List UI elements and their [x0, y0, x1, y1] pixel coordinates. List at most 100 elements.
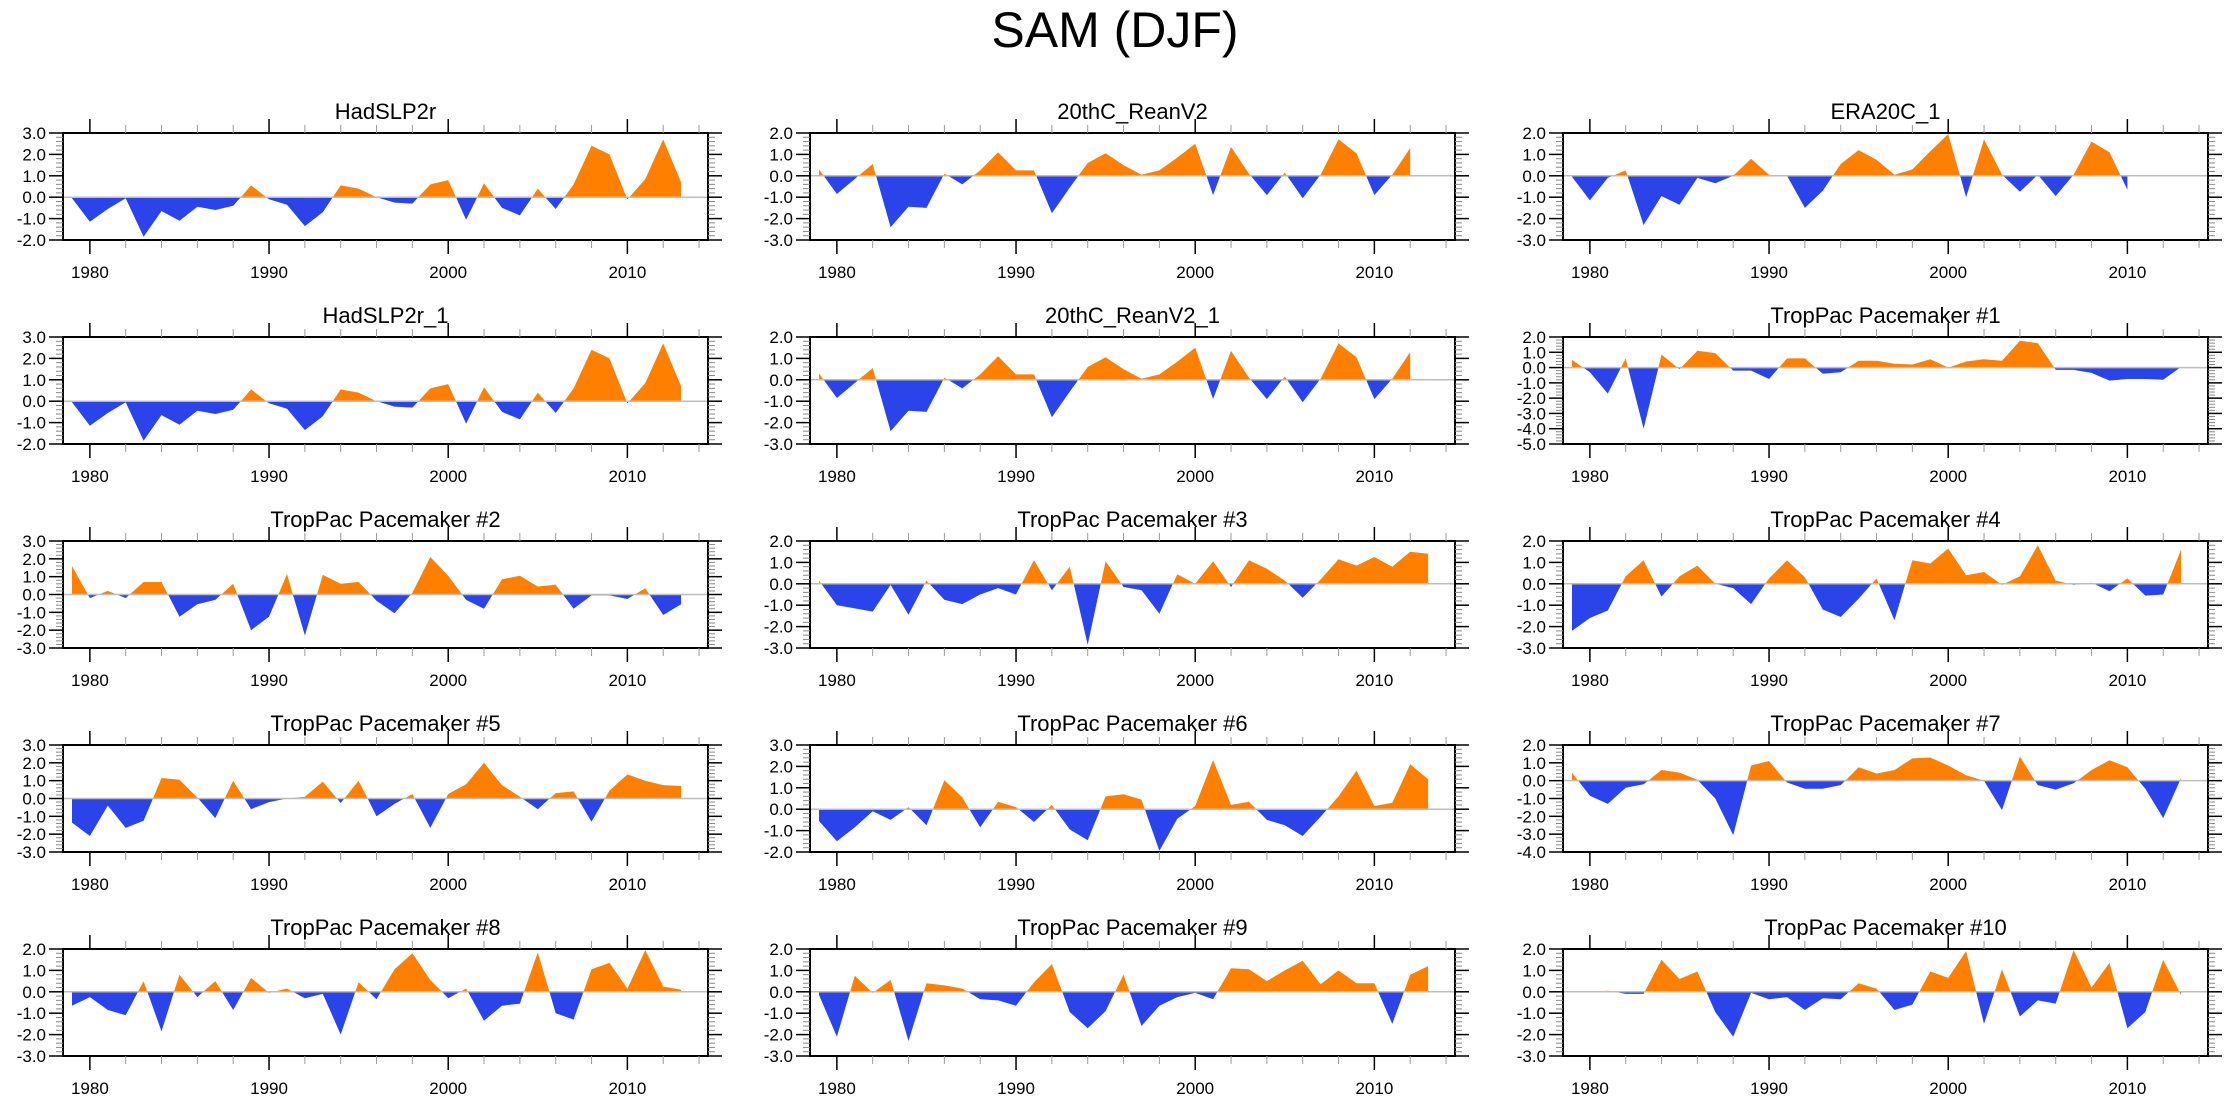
negative-area	[1256, 809, 1328, 836]
negative-area	[910, 809, 933, 826]
y-tick-label: 2.0	[22, 754, 46, 773]
y-tick-label: 1.0	[1522, 343, 1546, 362]
negative-area	[823, 175, 859, 194]
panel-title: HadSLP2r_1	[323, 303, 449, 328]
positive-area	[583, 950, 682, 992]
y-tick-label: 2.0	[22, 145, 46, 164]
positive-area	[317, 574, 371, 595]
plot-frame	[809, 540, 1456, 649]
negative-area	[819, 809, 906, 842]
negative-area	[2054, 367, 2181, 381]
plot-frame	[62, 132, 709, 241]
y-tick-label: -2.0	[17, 231, 46, 250]
positive-area	[1845, 757, 1984, 781]
positive-area	[2059, 950, 2118, 992]
x-tick-label: 2000	[1929, 467, 1967, 486]
negative-area	[1048, 583, 1057, 591]
panel-9: TropPac Pacemaker #4 2.0 1.0 0.0 -1.0 -2.0 -3.…	[1517, 507, 2222, 690]
panel-8: TropPac Pacemaker #3 2.0 1.0 0.0 -1.0 -2.0 -3.…	[764, 507, 1469, 690]
y-tick-label: -2.0	[1517, 389, 1546, 408]
y-tick-label: -3.0	[1517, 825, 1546, 844]
plot-frame	[809, 336, 1456, 445]
negative-area	[237, 594, 279, 631]
negative-area	[1206, 175, 1221, 196]
panel-title: ERA20C_1	[1830, 99, 1940, 124]
negative-area	[545, 401, 565, 413]
negative-area	[266, 401, 333, 431]
y-tick-label: -2.0	[764, 414, 793, 433]
positive-area	[1621, 560, 1656, 584]
negative-area	[193, 991, 204, 998]
negative-area	[221, 991, 244, 1010]
x-tick-label: 1980	[1571, 467, 1609, 486]
negative-area	[72, 991, 138, 1016]
x-tick-label: 2000	[429, 263, 467, 282]
y-tick-label: 0.0	[22, 983, 46, 1002]
y-tick-label: -2.0	[1517, 618, 1546, 637]
y-tick-label: 0.0	[1522, 167, 1546, 186]
y-tick-label: -3.0	[1517, 639, 1546, 658]
x-tick-label: 1990	[997, 671, 1035, 690]
y-tick-label: -1.0	[764, 596, 793, 615]
x-tick-label: 2010	[1355, 671, 1393, 690]
positive-area	[1871, 578, 1879, 584]
positive-area	[1972, 139, 2004, 176]
x-tick-label: 1990	[250, 467, 288, 486]
negative-area	[376, 401, 419, 408]
negative-area	[1228, 583, 1234, 587]
plot-frame	[809, 948, 1456, 1057]
x-tick-label: 2000	[1929, 671, 1967, 690]
panel-title: 20thC_ReanV2_1	[1045, 303, 1220, 328]
negative-area	[147, 991, 174, 1032]
negative-area	[1366, 379, 1392, 400]
y-tick-label: 1.0	[1522, 145, 1546, 164]
negative-area	[414, 798, 446, 828]
plot-frame	[1562, 540, 2209, 649]
negative-area	[72, 197, 241, 237]
x-tick-label: 1990	[997, 875, 1035, 894]
positive-area	[2152, 959, 2180, 992]
y-tick-label: 0.0	[1522, 359, 1546, 378]
positive-area	[1220, 146, 1251, 176]
positive-area	[418, 180, 456, 198]
negative-area	[1287, 175, 1320, 199]
negative-area	[2003, 175, 2037, 192]
y-tick-label: -1.0	[17, 210, 46, 229]
positive-area	[1644, 959, 1707, 992]
y-tick-label: -1.0	[1517, 188, 1546, 207]
panel-14: TropPac Pacemaker #9 2.0 1.0 0.0 -1.0 -2.0 -3.…	[764, 915, 1469, 1098]
positive-area	[273, 988, 293, 992]
negative-area	[1578, 780, 1649, 804]
positive-area	[404, 794, 415, 799]
negative-area	[494, 401, 533, 420]
x-tick-label: 1990	[250, 875, 288, 894]
positive-area	[1021, 560, 1048, 584]
negative-area	[1018, 809, 1048, 822]
positive-area	[549, 791, 578, 799]
negative-area	[2035, 780, 2078, 790]
y-tick-label: -1.0	[1517, 790, 1546, 809]
negative-area	[876, 175, 944, 228]
negative-area	[467, 991, 524, 1021]
negative-area	[456, 197, 478, 220]
positive-area	[1779, 358, 1816, 368]
x-tick-label: 2010	[2108, 263, 2146, 282]
y-tick-label: -2.0	[1517, 807, 1546, 826]
negative-area	[1628, 367, 1659, 429]
y-tick-label: 1.0	[22, 371, 46, 390]
y-tick-label: 3.0	[22, 328, 46, 347]
positive-area	[1621, 358, 1628, 368]
positive-area	[858, 368, 876, 380]
panel-10: TropPac Pacemaker #5 3.02.01.00.0-1.0-2.0…	[17, 711, 722, 894]
y-tick-label: -1.0	[1517, 596, 1546, 615]
x-tick-label: 2010	[608, 263, 646, 282]
positive-area	[1195, 561, 1229, 584]
positive-area	[460, 988, 468, 992]
x-tick-label: 1990	[1750, 1079, 1788, 1098]
positive-area	[332, 185, 377, 198]
y-tick-label: -2.0	[17, 825, 46, 844]
y-tick-label: 3.0	[22, 736, 46, 755]
x-tick-label: 2000	[1929, 263, 1967, 282]
negative-area	[1073, 583, 1101, 645]
y-tick-label: 2.0	[1522, 532, 1546, 551]
